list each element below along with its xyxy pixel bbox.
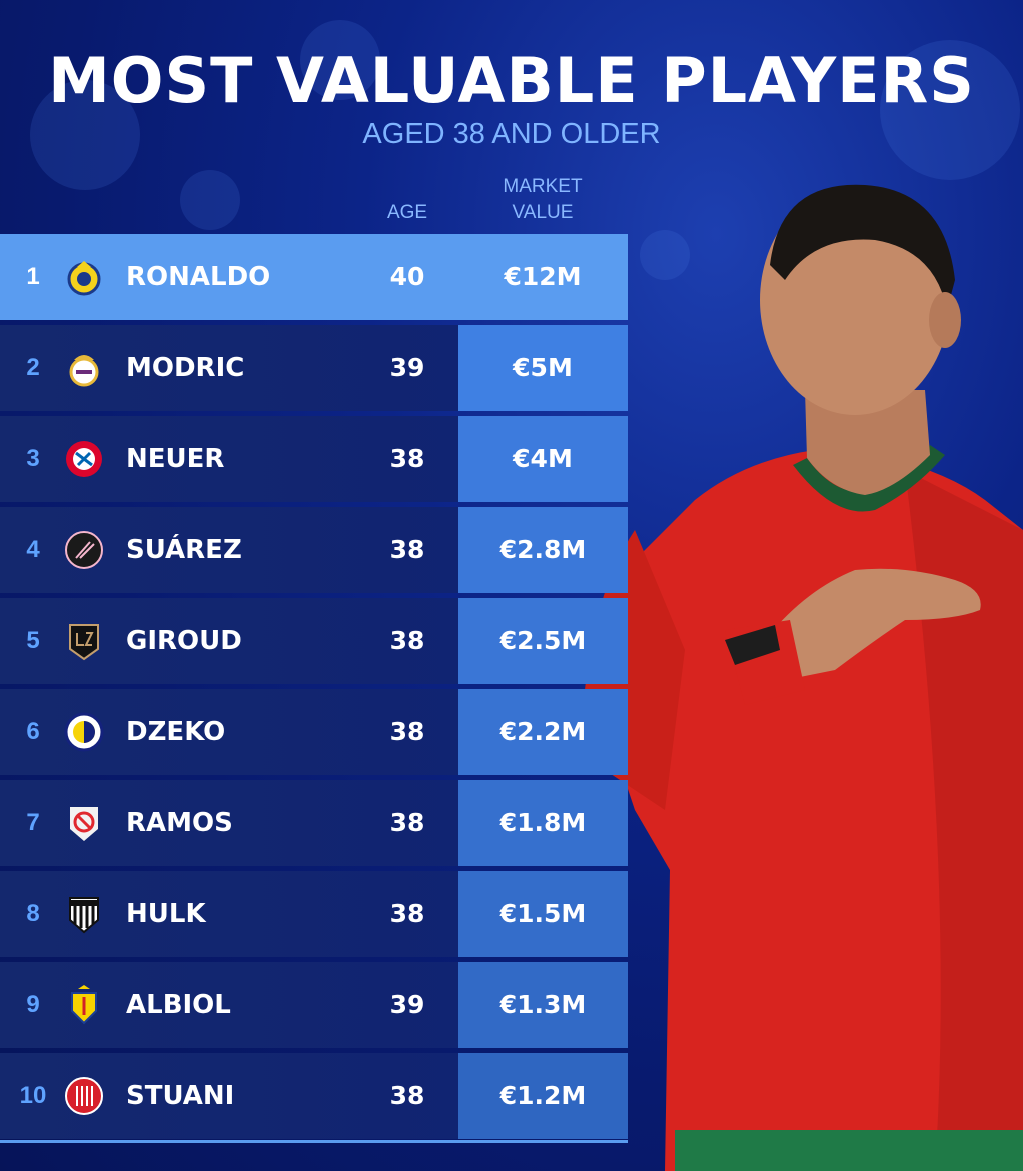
table-row: 3 NEUER 38 €4M (0, 416, 628, 502)
rank: 7 (26, 809, 40, 836)
player-name: NEUER (126, 444, 225, 474)
rank: 3 (26, 445, 40, 472)
table-bottom-border (0, 1140, 628, 1143)
column-header-market-value: MARKET VALUE (503, 176, 583, 223)
bayern-crest-icon (66, 441, 102, 477)
atletico-mineiro-crest-icon (69, 897, 99, 934)
background-bokeh (180, 170, 240, 230)
rank: 6 (26, 718, 40, 745)
background-bokeh (300, 20, 380, 100)
market-value: €12M (504, 262, 582, 291)
table-row: 4 SUÁREZ 38 €2.8M (0, 507, 628, 593)
background-bokeh (30, 80, 140, 190)
fenerbahce-crest-icon (64, 712, 104, 752)
rank: 8 (26, 900, 40, 927)
girona-crest-icon (65, 1077, 103, 1115)
player-age: 38 (389, 444, 425, 473)
player-name: ALBIOL (126, 990, 231, 1020)
player-age: 38 (389, 535, 425, 564)
player-name: RONALDO (126, 262, 271, 292)
table-row: 5 GIROUD 38 €2.5M (0, 598, 628, 684)
no-club-icon (70, 807, 98, 841)
market-value: €2.2M (458, 689, 628, 775)
player-age: 38 (389, 899, 425, 928)
player-age: 39 (389, 990, 425, 1019)
player-name: HULK (126, 899, 206, 929)
market-value: €1.8M (458, 780, 628, 866)
market-value: €2.8M (458, 507, 628, 593)
player-name: GIROUD (126, 626, 242, 656)
player-photo (585, 184, 1023, 1171)
player-age: 39 (389, 353, 425, 382)
villarreal-crest-icon (71, 985, 97, 1025)
real-madrid-crest-icon (69, 355, 99, 387)
table-row: 6 DZEKO 38 €2.2M (0, 689, 628, 775)
table-row: 8 HULK 38 €1.5M (0, 871, 628, 957)
table-row: 7 RAMOS 38 €1.8M (0, 780, 628, 866)
page-title: MOST VALUABLE PLAYERS (48, 44, 975, 117)
player-age: 38 (389, 626, 425, 655)
background-bokeh (640, 230, 690, 280)
market-value: €1.2M (458, 1053, 628, 1139)
player-name: STUANI (126, 1081, 235, 1111)
player-age: 38 (389, 808, 425, 837)
table-row: 9 ALBIOL 39 €1.3M (0, 962, 628, 1048)
lafc-crest-icon (69, 624, 99, 661)
rank: 4 (26, 536, 40, 563)
rank: 1 (26, 263, 40, 290)
background-bokeh (880, 40, 1020, 180)
market-value: €1.5M (458, 871, 628, 957)
player-age: 38 (389, 717, 425, 746)
page-subtitle: AGED 38 AND OLDER (362, 118, 661, 150)
al-nassr-crest-icon (67, 261, 101, 296)
player-age: 38 (389, 1081, 425, 1110)
table-row: 2 MODRIC 39 €5M (0, 325, 628, 411)
market-value: €5M (458, 325, 628, 411)
rank: 5 (26, 627, 40, 654)
inter-miami-crest-icon (65, 531, 103, 569)
player-name: RAMOS (126, 808, 233, 838)
rank: 2 (26, 354, 40, 381)
rank: 10 (19, 1082, 47, 1109)
market-value: €2.5M (458, 598, 628, 684)
player-name: DZEKO (126, 717, 226, 747)
column-header-age: AGE (386, 202, 428, 223)
player-age: 40 (389, 262, 425, 291)
player-name: MODRIC (126, 353, 245, 383)
table-row: 1 RONALDO 40 €12M (0, 234, 628, 320)
player-name: SUÁREZ (126, 535, 242, 565)
rank: 9 (26, 991, 40, 1018)
market-value: €1.3M (458, 962, 628, 1048)
market-value: €4M (458, 416, 628, 502)
table-row: 10 STUANI 38 €1.2M (0, 1053, 628, 1139)
